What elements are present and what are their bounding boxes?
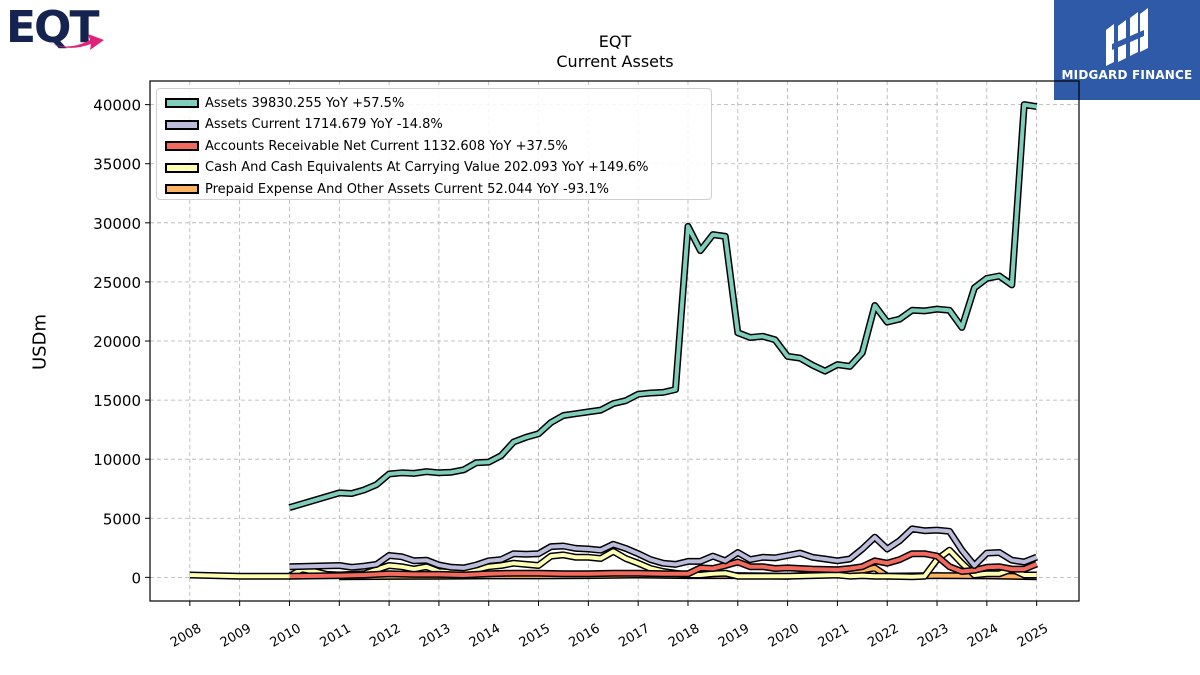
y-tick-label: 30000 <box>93 215 141 233</box>
y-tick-label: 35000 <box>93 156 141 174</box>
legend-label: Assets 39830.255 YoY +57.5% <box>205 95 405 111</box>
chart-subtitle: Current Assets <box>556 52 674 71</box>
y-tick-label: 10000 <box>93 451 141 469</box>
x-tick-label: 2008 <box>168 621 204 651</box>
legend-label: Accounts Receivable Net Current 1132.608… <box>205 138 568 154</box>
x-tick-label: 2010 <box>268 621 304 651</box>
legend-label: Cash And Cash Equivalents At Carrying Va… <box>205 160 649 175</box>
x-tick-label: 2025 <box>1015 621 1051 651</box>
series-3 <box>189 546 1037 581</box>
eqt-logo-graphic: EQT <box>6 2 104 53</box>
x-tick-label: 2012 <box>367 621 403 651</box>
y-tick-label: 0 <box>131 569 141 587</box>
legend: Assets 39830.255 YoY +57.5% Assets Curren… <box>156 88 712 200</box>
y-tick-label: 40000 <box>93 97 141 115</box>
series-line <box>289 526 1038 570</box>
y-tick-label: 25000 <box>93 274 141 292</box>
legend-item: Cash And Cash Equivalents At Carrying Va… <box>165 160 648 176</box>
x-tick-label: 2018 <box>666 621 702 651</box>
series-1 <box>289 525 1038 572</box>
eqt-logo-arrow <box>42 34 104 50</box>
legend-swatch <box>165 184 199 194</box>
x-tick-label: 2011 <box>317 621 353 651</box>
x-tick-label: 2014 <box>467 621 503 651</box>
legend-item: Assets Current 1714.679 YoY -14.8% <box>165 117 443 133</box>
eqt-logo: EQT <box>4 2 144 54</box>
legend-swatch <box>165 141 199 151</box>
x-tick-label: 2017 <box>616 621 652 651</box>
x-tick-label: 2022 <box>865 621 901 651</box>
series-layer <box>189 101 1039 581</box>
legend-item: Assets 39830.255 YoY +57.5% <box>165 95 404 111</box>
x-tick-label: 2021 <box>816 621 852 651</box>
x-tick-label: 2024 <box>965 621 1001 651</box>
series-0 <box>288 101 1038 511</box>
x-tick-label: 2015 <box>517 621 553 651</box>
series-line <box>189 548 1037 579</box>
chart-title: EQT <box>598 32 632 51</box>
x-tick-label: 2016 <box>567 621 603 651</box>
y-tick-label: 5000 <box>103 510 141 528</box>
x-tick-label: 2009 <box>218 621 254 651</box>
midgard-logo-mark <box>1106 8 1148 66</box>
midgard-finance-logo: MIDGARD FINANCE <box>1054 0 1200 100</box>
legend-swatch <box>165 119 199 130</box>
series-line <box>289 551 1038 579</box>
legend-swatch <box>165 162 199 173</box>
legend-label: Assets Current 1714.679 YoY -14.8% <box>205 117 443 132</box>
series-line <box>288 102 1038 510</box>
y-tick-label: 20000 <box>93 333 141 351</box>
x-tick-label: 2013 <box>417 621 453 651</box>
x-tick-label: 2019 <box>716 621 752 651</box>
legend-item: Accounts Receivable Net Current 1132.608… <box>165 138 568 154</box>
legend-label: Prepaid Expense And Other Assets Current… <box>205 181 609 197</box>
series-2 <box>289 550 1039 580</box>
midgard-logo-text: MIDGARD FINANCE <box>1061 68 1193 82</box>
x-tick-label: 2020 <box>766 621 802 651</box>
y-tick-label: 15000 <box>93 392 141 410</box>
legend-swatch <box>165 98 199 108</box>
x-tick-label: 2023 <box>915 621 951 651</box>
legend-item: Prepaid Expense And Other Assets Current… <box>165 181 609 197</box>
